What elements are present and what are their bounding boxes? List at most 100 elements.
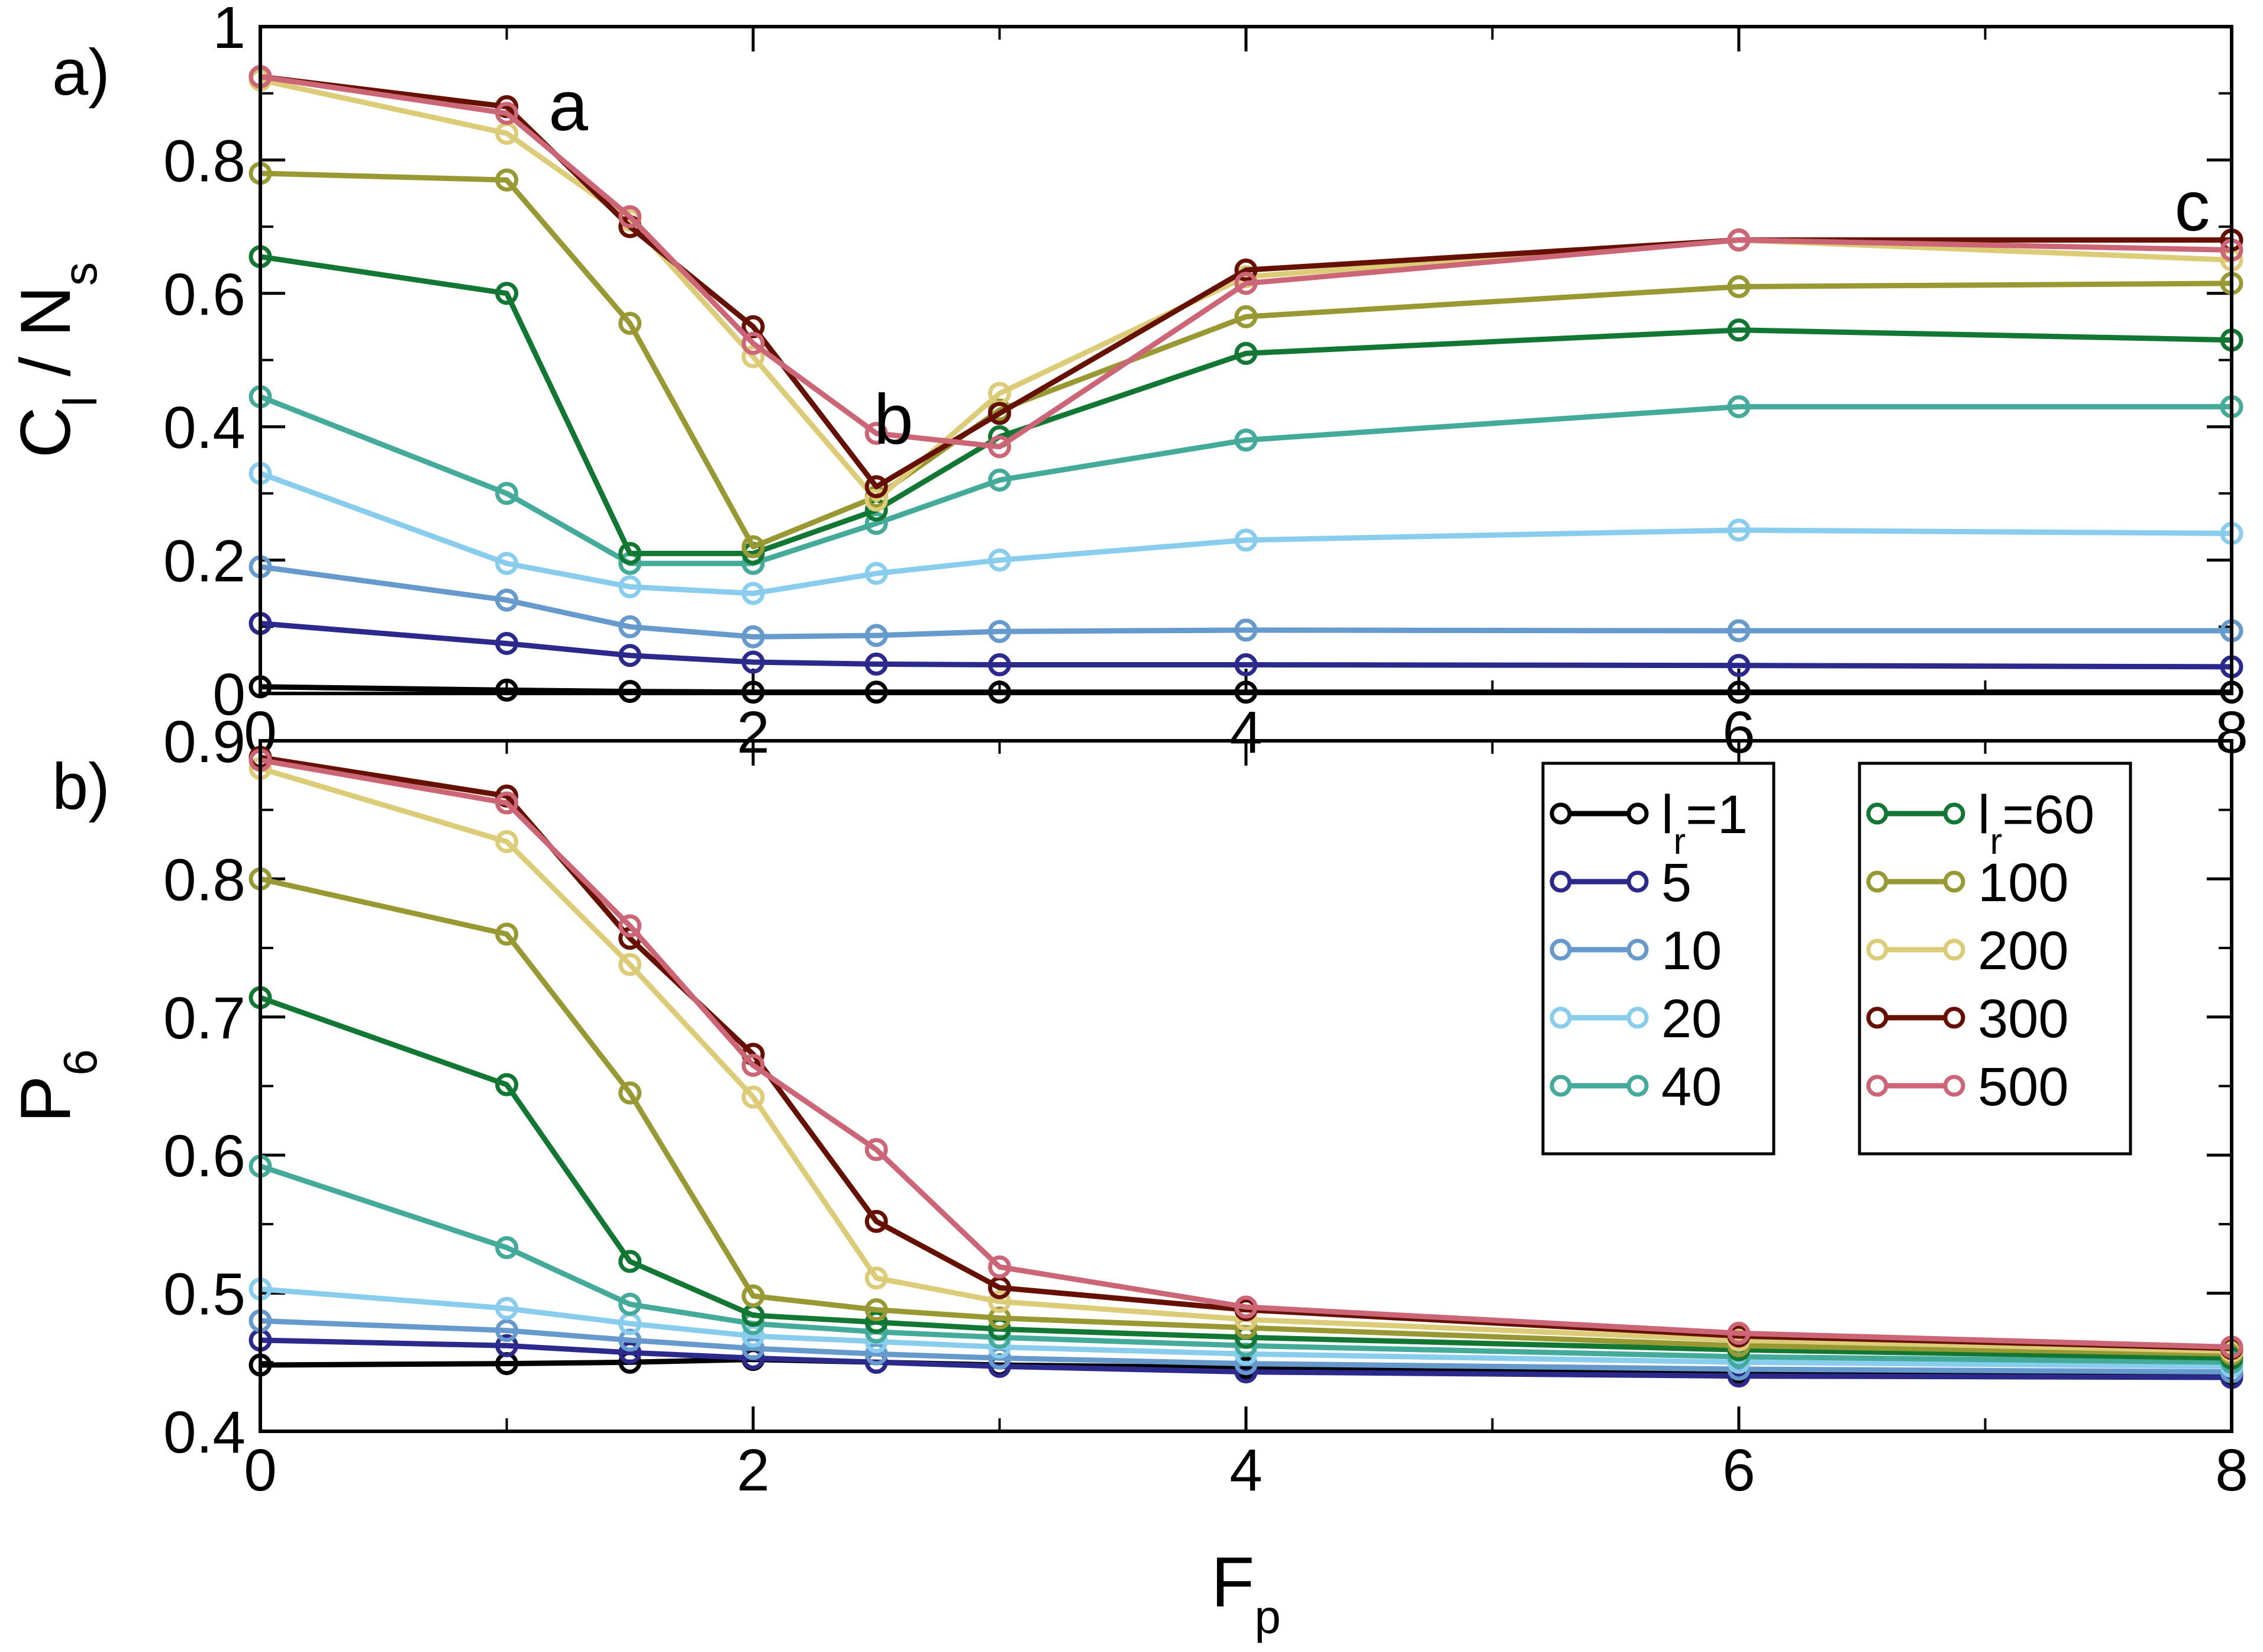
annotation-a: a bbox=[548, 66, 588, 146]
data-point bbox=[864, 1342, 888, 1366]
legend-label: lr=1 bbox=[1661, 785, 1748, 862]
plot-frame bbox=[259, 739, 2233, 1433]
y-tick-label: 0.4 bbox=[163, 1399, 246, 1466]
legend-label: 100 bbox=[1978, 853, 2069, 913]
legend-label: lr=60 bbox=[1978, 785, 2094, 862]
legend-label: 200 bbox=[1978, 921, 2069, 981]
legend-label-main: 500 bbox=[1978, 1057, 2069, 1117]
data-point bbox=[741, 1337, 765, 1360]
legend-label-main: l bbox=[1978, 785, 1990, 845]
data-point bbox=[864, 512, 888, 535]
legend-label-suffix: =60 bbox=[2002, 785, 2094, 845]
y-axis-title-rest: / N bbox=[6, 286, 85, 396]
data-point bbox=[618, 1341, 642, 1364]
data-point bbox=[618, 615, 642, 638]
data-point bbox=[618, 1328, 642, 1352]
data-point bbox=[864, 624, 888, 647]
data-point bbox=[495, 282, 518, 305]
series-line-10 bbox=[260, 564, 2232, 640]
data-point bbox=[988, 1290, 1011, 1314]
series-line-100 bbox=[260, 170, 2232, 550]
data-point bbox=[741, 315, 765, 338]
data-point bbox=[988, 402, 1011, 425]
legend-label-main: 5 bbox=[1661, 853, 1691, 913]
x-tick-label: 6 bbox=[1722, 1437, 1755, 1503]
y-axis-title-sub: l bbox=[54, 396, 106, 407]
legend-marker bbox=[1626, 1006, 1649, 1029]
data-point bbox=[1727, 1321, 1751, 1345]
data-point bbox=[988, 548, 1011, 572]
data-point bbox=[1234, 305, 1258, 328]
data-point bbox=[618, 1081, 642, 1105]
data-point bbox=[495, 922, 518, 946]
legend-marker bbox=[1549, 1006, 1572, 1029]
data-point bbox=[1234, 653, 1258, 677]
data-point bbox=[741, 582, 765, 605]
y-tick-label: 0.4 bbox=[163, 395, 246, 461]
data-point bbox=[1727, 318, 1751, 342]
legend-marker bbox=[1549, 938, 1572, 961]
legend-label-main: 300 bbox=[1978, 989, 2069, 1049]
data-point bbox=[495, 168, 518, 192]
data-point bbox=[1727, 518, 1751, 542]
data-point bbox=[495, 631, 518, 655]
data-point bbox=[864, 475, 888, 499]
legend-label: 5 bbox=[1661, 853, 1691, 913]
data-point bbox=[495, 102, 518, 125]
data-point bbox=[618, 1292, 642, 1316]
legend-label-main: l bbox=[1661, 785, 1673, 845]
x-tick-label: 4 bbox=[1229, 1437, 1263, 1503]
data-point bbox=[988, 435, 1011, 459]
series-line-500 bbox=[260, 74, 2232, 450]
data-point bbox=[864, 1311, 888, 1334]
series-line-5 bbox=[260, 621, 2232, 670]
y-axis-title-main: P bbox=[6, 1076, 85, 1123]
legend-marker bbox=[1549, 870, 1572, 893]
data-point bbox=[618, 914, 642, 938]
x-axis-title-sub: p bbox=[1254, 1590, 1281, 1643]
data-point bbox=[1727, 228, 1751, 252]
data-point bbox=[495, 1236, 518, 1260]
legend-label: 10 bbox=[1661, 921, 1722, 981]
data-point bbox=[864, 1298, 888, 1322]
panel-label: a) bbox=[52, 36, 110, 109]
legend-label: 500 bbox=[1978, 1057, 2069, 1117]
data-point bbox=[495, 482, 518, 505]
data-point bbox=[1234, 272, 1258, 295]
legend-marker bbox=[1549, 1075, 1572, 1097]
data-point bbox=[864, 1209, 888, 1233]
legend-marker bbox=[1943, 1006, 1965, 1029]
y-tick-label: 0.7 bbox=[163, 985, 246, 1051]
data-point bbox=[1234, 341, 1258, 365]
data-point bbox=[495, 791, 518, 815]
data-point bbox=[741, 345, 765, 369]
data-point bbox=[988, 620, 1011, 643]
annotation-b: b bbox=[874, 380, 913, 459]
x-tick-label: 2 bbox=[737, 1437, 770, 1503]
data-point bbox=[1727, 395, 1751, 418]
data-point bbox=[495, 678, 518, 702]
data-point bbox=[618, 575, 642, 599]
legend-marker bbox=[1626, 802, 1649, 825]
data-point bbox=[988, 1306, 1011, 1330]
y-tick-label: 0.9 bbox=[163, 709, 246, 775]
data-point bbox=[1727, 654, 1751, 677]
data-point bbox=[988, 1255, 1011, 1279]
series-line-20 bbox=[259, 470, 2232, 596]
panel-label: b) bbox=[52, 750, 110, 823]
data-point bbox=[618, 1250, 642, 1273]
y-tick-label: 0 bbox=[212, 662, 246, 728]
legend-box-left bbox=[1541, 762, 1775, 1156]
legend-marker bbox=[1866, 1075, 1888, 1097]
data-point bbox=[864, 488, 888, 512]
legend-marker bbox=[1943, 870, 1965, 893]
data-point bbox=[741, 650, 765, 674]
y-tick-label: 0.2 bbox=[163, 528, 246, 595]
data-point bbox=[988, 468, 1011, 492]
data-point bbox=[741, 535, 765, 559]
y-tick-label: 0.8 bbox=[163, 128, 246, 194]
data-point bbox=[1234, 528, 1258, 552]
data-point bbox=[618, 312, 642, 335]
